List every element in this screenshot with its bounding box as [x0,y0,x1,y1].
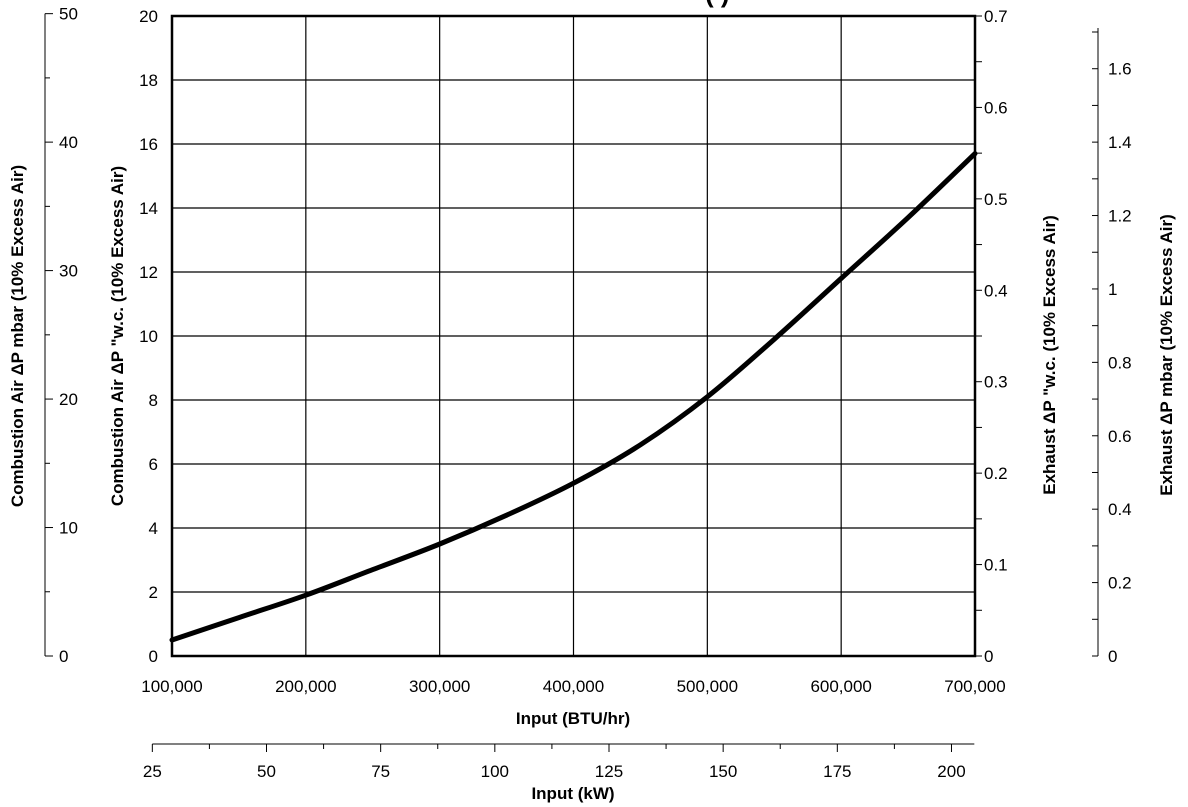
kw-tick-label: 25 [143,762,162,781]
x-tick-label: 600,000 [810,677,871,696]
y-tick-label: 0 [149,647,158,666]
kw-tick-label: 50 [257,762,276,781]
y-axis-title-left-mbar: Combustion Air ΔP mbar (10% Excess Air) [8,165,27,507]
mbar-tick-label: 50 [59,5,78,24]
x-tick-label: 200,000 [275,677,336,696]
x-tick-label: 400,000 [543,677,604,696]
y-tick-label: 2 [149,583,158,602]
axes: 100,000 200,000 300,000 400,000 500,000 600,0… [44,5,1132,781]
exhaust-mbar-tick-label: 0.8 [1108,353,1132,372]
mbar-tick-label: 10 [59,519,78,538]
data-line [169,151,978,643]
exhaust-mbar-tick-label: 1.4 [1108,133,1132,152]
y-tick-label: 14 [139,199,158,218]
exhaust-wc-tick-label: 0.3 [984,373,1008,392]
y-tick-label: 20 [139,7,158,26]
exhaust-wc-tick-label: 0.6 [984,98,1008,117]
x-tick-label: 700,000 [944,677,1005,696]
kw-tick-label: 150 [709,762,737,781]
y-tick-label: 8 [149,391,158,410]
y-tick-label: 10 [139,327,158,346]
exhaust-mbar-tick-label: 0.4 [1108,500,1132,519]
exhaust-wc-tick-label: 0.2 [984,464,1008,483]
y-tick-label: 6 [149,455,158,474]
x-tick-label: 100,000 [141,677,202,696]
mbar-tick-label: 30 [59,262,78,281]
exhaust-mbar-tick-label: 0.6 [1108,427,1132,446]
mbar-tick-label: 40 [59,133,78,152]
x-axis-title-kw: Input (kW) [531,784,614,803]
exhaust-wc-tick-label: 0.7 [984,7,1008,26]
y-tick-label: 12 [139,263,158,282]
title-fragment: ( ) [705,0,730,8]
grid [172,16,975,656]
exhaust-mbar-tick-label: 0 [1108,647,1117,666]
y-axis-title-right-wc: Exhaust ΔP "w.c. (10% Excess Air) [1040,215,1059,495]
y-axis-title-left-wc: Combustion Air ΔP "w.c. (10% Excess Air) [108,166,127,506]
kw-tick-label: 125 [595,762,623,781]
exhaust-wc-tick-label: 0.4 [984,281,1008,300]
exhaust-mbar-tick-label: 1.6 [1108,60,1132,79]
y-tick-label: 4 [149,519,158,538]
exhaust-wc-tick-label: 0.5 [984,190,1008,209]
x-tick-label: 500,000 [677,677,738,696]
x-tick-label: 300,000 [409,677,470,696]
kw-tick-label: 175 [823,762,851,781]
y-axis-title-right-mbar: Exhaust ΔP mbar (10% Excess Air) [1157,214,1176,496]
exhaust-wc-tick-label: 0.1 [984,556,1008,575]
kw-tick-label: 100 [481,762,509,781]
y-tick-label: 16 [139,135,158,154]
kw-tick-label: 200 [937,762,965,781]
y-tick-label: 18 [139,71,158,90]
mbar-tick-label: 20 [59,390,78,409]
kw-tick-label: 75 [371,762,390,781]
exhaust-mbar-tick-label: 0.2 [1108,574,1132,593]
exhaust-wc-tick-label: 0 [984,647,993,666]
exhaust-mbar-tick-label: 1.2 [1108,207,1132,226]
exhaust-mbar-tick-label: 1 [1108,280,1117,299]
mbar-tick-label: 0 [59,647,68,666]
x-axis-title: Input (BTU/hr) [516,709,630,728]
